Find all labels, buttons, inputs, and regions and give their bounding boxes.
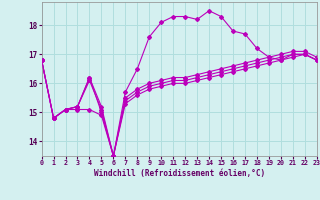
- X-axis label: Windchill (Refroidissement éolien,°C): Windchill (Refroidissement éolien,°C): [94, 169, 265, 178]
